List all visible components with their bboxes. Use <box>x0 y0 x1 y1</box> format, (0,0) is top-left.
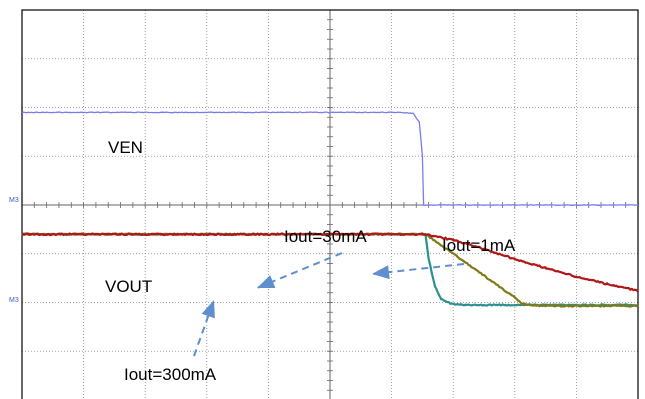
trace-ven <box>21 111 638 206</box>
channel-markers: M3 M3 <box>9 197 19 304</box>
channel-marker-ven: M3 <box>9 197 19 204</box>
label-iout-1ma: Iout=1mA <box>442 236 516 255</box>
traces <box>21 111 639 308</box>
label-vout: VOUT <box>105 277 152 296</box>
channel-marker-vout: M3 <box>9 297 19 304</box>
label-iout-300ma: Iout=300mA <box>124 365 217 384</box>
label-iout-30ma: Iout=30mA <box>284 227 367 246</box>
label-ven: VEN <box>108 138 143 157</box>
trace-iout-1ma <box>21 232 639 293</box>
arrow-iout-1ma-head <box>372 265 390 280</box>
annotation-arrows <box>193 252 465 357</box>
annotation-labels: VEN VOUT Iout=30mA Iout=1mA Iout=300mA <box>105 138 516 384</box>
arrow-iout-300ma-head <box>201 300 215 319</box>
arrow-iout-30ma-head <box>257 275 276 288</box>
